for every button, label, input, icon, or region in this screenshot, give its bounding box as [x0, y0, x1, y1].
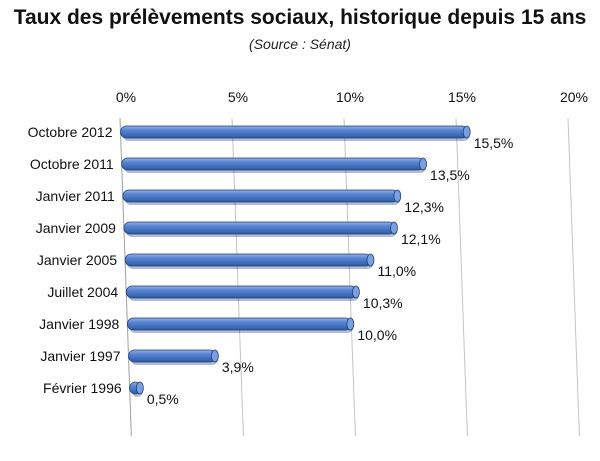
category-label: Janvier 2011	[36, 188, 115, 204]
gridline-0	[119, 117, 132, 437]
labels-layer: 0% 5% 10% 15% 20% Octobre 2012 15,5% Octobre 20…	[28, 89, 588, 407]
grid-layer	[119, 117, 580, 437]
bar	[124, 253, 372, 267]
bar	[122, 189, 399, 203]
x-tick-label: 0%	[116, 89, 136, 105]
bar	[121, 157, 425, 171]
bar	[123, 221, 396, 235]
bar-cap	[352, 285, 360, 299]
data-label: 0,5%	[147, 391, 179, 407]
category-label: Février 1996	[43, 380, 122, 396]
bar	[125, 285, 358, 299]
category-label: Janvier 1997	[40, 348, 120, 364]
category-label: Janvier 2005	[37, 252, 117, 268]
bar-cap	[346, 317, 355, 331]
bars-layer	[120, 125, 471, 397]
category-label: Juillet 2004	[47, 284, 118, 300]
data-label: 11,0%	[377, 263, 416, 279]
gridline-15	[455, 117, 468, 437]
data-label: 15,5%	[474, 135, 514, 151]
data-label: 10,0%	[357, 327, 397, 343]
bar	[120, 125, 469, 139]
x-tick-label: 15%	[448, 89, 476, 105]
bar	[126, 317, 352, 331]
x-tick-label: 5%	[228, 89, 248, 105]
data-label: 13,5%	[430, 167, 470, 183]
bar-cap	[210, 349, 219, 363]
category-label: Octobre 2011	[30, 156, 114, 172]
data-label: 3,9%	[222, 359, 254, 375]
bar-cap	[135, 381, 144, 395]
category-label: Octobre 2012	[28, 124, 113, 140]
category-label: Janvier 1998	[39, 316, 119, 332]
bar-cap	[419, 157, 427, 171]
bar	[128, 349, 217, 363]
data-label: 12,1%	[401, 231, 441, 247]
x-tick-label: 20%	[560, 89, 588, 105]
x-tick-label: 10%	[336, 89, 364, 105]
gridline-20	[567, 117, 580, 437]
chart-subtitle: (Source : Sénat)	[249, 36, 351, 52]
bar-cap	[462, 125, 471, 139]
bar-cap	[366, 253, 375, 267]
data-label: 10,3%	[363, 295, 403, 311]
chart-title: Taux des prélèvements sociaux, historiqu…	[13, 6, 587, 29]
category-label: Janvier 2009	[36, 220, 116, 236]
gridline-5	[231, 117, 244, 437]
data-label: 12,3%	[404, 199, 444, 215]
bar-cap	[393, 189, 402, 203]
gridline-10	[343, 117, 356, 437]
bar-cap	[390, 221, 398, 235]
